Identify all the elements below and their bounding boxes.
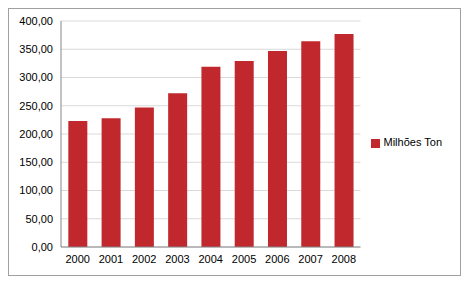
svg-text:2003: 2003 <box>165 253 189 265</box>
svg-text:2000: 2000 <box>65 253 89 265</box>
svg-text:200,00: 200,00 <box>19 128 53 140</box>
svg-text:300,00: 300,00 <box>19 71 53 83</box>
svg-text:2005: 2005 <box>232 253 256 265</box>
svg-text:50,00: 50,00 <box>25 213 53 225</box>
html-text:Milhões Ton: Milhões Ton <box>383 136 442 148</box>
svg-text:2001: 2001 <box>99 253 123 265</box>
svg-text:100,00: 100,00 <box>19 184 53 196</box>
svg-text:150,00: 150,00 <box>19 156 53 168</box>
svg-text:400,00: 400,00 <box>19 15 53 27</box>
svg-text:250,00: 250,00 <box>19 100 53 112</box>
svg-text:2007: 2007 <box>298 253 322 265</box>
svg-text:2002: 2002 <box>132 253 156 265</box>
svg-text:0,00: 0,00 <box>32 241 53 253</box>
svg-text:350,00: 350,00 <box>19 43 53 55</box>
svg-text:2006: 2006 <box>265 253 289 265</box>
svg-text:2004: 2004 <box>199 253 223 265</box>
svg-text:2008: 2008 <box>332 253 356 265</box>
